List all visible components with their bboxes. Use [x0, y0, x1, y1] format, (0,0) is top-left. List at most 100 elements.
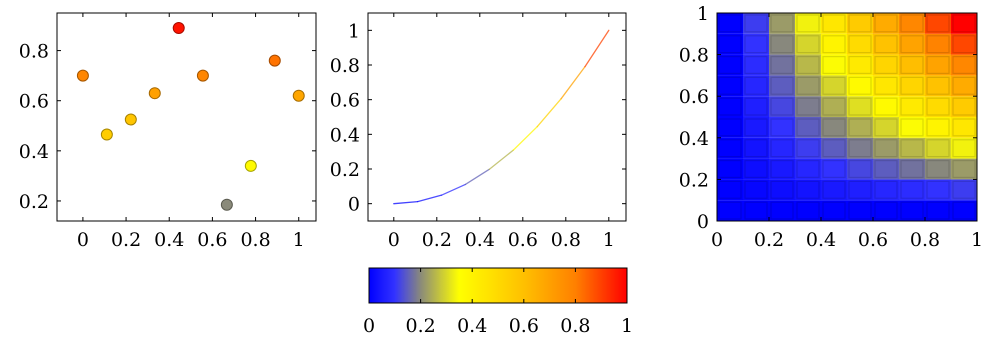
heatmap-cell: [899, 200, 925, 221]
heatmap-cell: [743, 54, 769, 76]
heatmap-cell-bevel: [952, 76, 976, 95]
heatmap-cell-bevel: [900, 97, 924, 116]
line-segment: [440, 183, 467, 196]
heatmap-cell-bevel: [874, 160, 898, 179]
heatmap-cell-bevel: [900, 201, 924, 220]
heatmap-cell-bevel: [744, 139, 768, 158]
heatmap-cell: [847, 33, 873, 55]
heatmap-cell-bevel: [744, 118, 768, 137]
scatter-point: [268, 54, 281, 67]
heatmap-cell: [951, 13, 977, 34]
heatmap-cell-bevel: [822, 14, 846, 33]
x-tick-label: 0.2: [422, 229, 452, 251]
heatmap-cell-bevel: [822, 55, 846, 74]
heatmap-cell: [795, 137, 821, 159]
heatmap-cell: [743, 179, 769, 201]
heatmap-cell: [717, 13, 743, 34]
heatmap-cell: [873, 179, 899, 201]
heatmap-cell: [873, 96, 899, 117]
heatmap-cell: [873, 117, 899, 138]
heatmap-cell: [821, 179, 847, 201]
scatter-point: [172, 22, 185, 35]
heatmap-cell: [847, 179, 873, 201]
heatmap-cell: [769, 200, 795, 221]
heatmap-cell: [925, 33, 951, 55]
heatmap-cell: [717, 33, 743, 55]
heatmap-cell: [743, 200, 769, 221]
heatmap-cell-bevel: [952, 35, 976, 54]
heatmap-cell-bevel: [718, 14, 742, 33]
heatmap-cell: [951, 96, 977, 117]
line-segment: [417, 194, 443, 203]
colorbar-tick-label: 0.4: [457, 315, 487, 337]
heatmap-cell: [925, 179, 951, 201]
y-tick-label: 0.2: [679, 169, 709, 191]
heatmap-cell: [951, 54, 977, 76]
heatmap-cell: [925, 75, 951, 97]
heatmap-cell-bevel: [770, 35, 794, 54]
heatmap-cell-bevel: [718, 35, 742, 54]
heatmap-cell-bevel: [874, 118, 898, 137]
heatmap-cell: [743, 137, 769, 159]
y-tick-label: 0.2: [19, 191, 49, 213]
heatmap-cell-bevel: [744, 55, 768, 74]
line-segment: [584, 29, 610, 68]
heatmap-cell: [769, 137, 795, 159]
heatmap-cell: [769, 33, 795, 55]
heatmap-cell: [847, 158, 873, 180]
x-tick-label: 1: [603, 229, 615, 251]
heatmap-cell-bevel: [796, 97, 820, 116]
heatmap-cell: [847, 75, 873, 97]
y-tick-label: 0.8: [19, 41, 49, 63]
heatmap-cell: [769, 13, 795, 34]
colorbar-tick-label: 0.2: [405, 315, 435, 337]
y-tick-label: 0.6: [679, 86, 709, 108]
heatmap-cell-bevel: [900, 160, 924, 179]
heatmap-cell-bevel: [874, 97, 898, 116]
heatmap-cell-bevel: [770, 118, 794, 137]
heatmap-cell-bevel: [952, 160, 976, 179]
heatmap-cell-bevel: [874, 55, 898, 74]
heatmap-cell: [821, 75, 847, 97]
heatmap-cell-bevel: [874, 139, 898, 158]
heatmap-cell: [873, 200, 899, 221]
heatmap-cell: [821, 200, 847, 221]
heatmap-cell-bevel: [952, 55, 976, 74]
y-tick-label: 1: [697, 3, 709, 25]
heatmap-cell-bevel: [900, 139, 924, 158]
heatmap-cell-bevel: [848, 97, 872, 116]
heatmap-cell-bevel: [744, 76, 768, 95]
heatmap-cell: [743, 13, 769, 34]
heatmap-cell: [743, 96, 769, 117]
line-chart: 0 0.2 0.4 0.6 0.8 1 0 0.2 0.4 0.6 0.8 1: [330, 12, 627, 251]
heatmap-cell-bevel: [770, 201, 794, 220]
y-tick-label: 0: [697, 211, 709, 233]
heatmap-cell: [769, 75, 795, 97]
y-tick-label: 0.8: [330, 55, 360, 77]
heatmap-cell: [795, 54, 821, 76]
colorbar-tick-label: 0.6: [509, 315, 539, 337]
heatmap-cell: [795, 75, 821, 97]
heatmap-cell: [769, 179, 795, 201]
heatmap-cell: [795, 179, 821, 201]
heatmap-cell: [951, 33, 977, 55]
heatmap-cell-bevel: [770, 97, 794, 116]
heatmap-cell-bevel: [744, 35, 768, 54]
heatmap-cell: [743, 75, 769, 97]
x-tick-label: 0.6: [858, 229, 888, 251]
heatmap-cell: [743, 33, 769, 55]
heatmap-cell-bevel: [744, 201, 768, 220]
heatmap-cell-bevel: [822, 160, 846, 179]
heatmap-cell: [899, 54, 925, 76]
scatter-point: [244, 159, 257, 172]
y-tick-label: 0.4: [679, 128, 709, 150]
heatmap-cell-bevel: [718, 201, 742, 220]
heatmap-cell-bevel: [796, 35, 820, 54]
heatmap-cell-bevel: [770, 139, 794, 158]
heatmap-cell-bevel: [848, 139, 872, 158]
heatmap-cell-bevel: [822, 118, 846, 137]
heatmap-cell-bevel: [796, 14, 820, 33]
heatmap-cell-bevel: [926, 55, 950, 74]
heatmap-cell: [717, 158, 743, 180]
x-tick-label: 1: [971, 229, 982, 251]
